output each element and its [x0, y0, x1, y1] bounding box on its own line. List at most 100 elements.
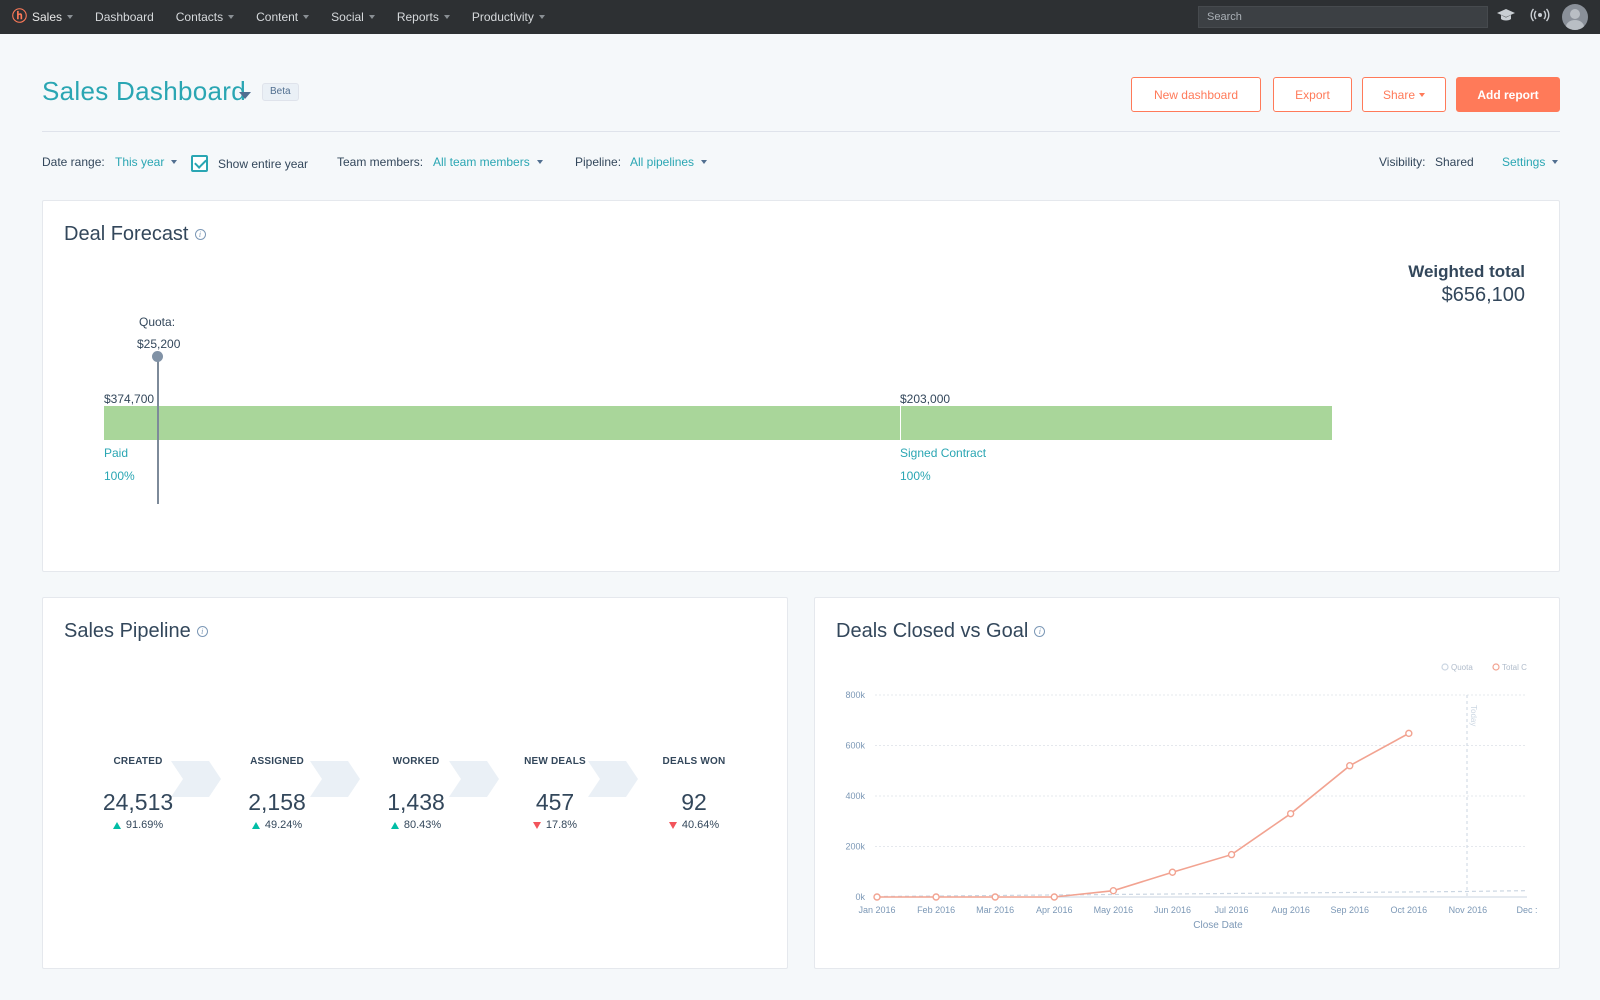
stage-change-value: 80.43%	[403, 819, 442, 831]
avatar[interactable]	[1562, 4, 1588, 30]
data-point[interactable]	[1109, 886, 1118, 895]
segment-probability: 100%	[104, 469, 135, 483]
sales-pipeline-title: Sales Pipeline i	[64, 620, 208, 643]
nav-dashboard[interactable]: Dashboard	[95, 10, 154, 24]
show-entire-year-label[interactable]: Show entire year	[218, 157, 309, 171]
quota-label: Quota:	[139, 315, 176, 329]
x-tick-label: May 2016	[1094, 905, 1134, 915]
legend-marker	[1441, 663, 1449, 671]
team-members-label: Team members:	[337, 155, 424, 169]
info-icon[interactable]: i	[1034, 626, 1046, 637]
forecast-bar-signed-contract[interactable]	[900, 406, 1332, 440]
new-dashboard-button[interactable]: New dashboard	[1131, 77, 1261, 112]
chevron-down-icon	[443, 15, 450, 19]
chevron-down-icon	[1419, 92, 1426, 97]
legend-label[interactable]: Total C	[1502, 663, 1527, 672]
data-point[interactable]	[1405, 729, 1413, 738]
data-point[interactable]	[1050, 893, 1058, 901]
pipeline-stage[interactable]: NEW DEALS 457 17.8%	[500, 756, 610, 831]
stage-change: 80.43%	[361, 819, 471, 831]
team-members-dropdown[interactable]: All team members	[433, 155, 543, 169]
info-icon[interactable]: i	[194, 229, 206, 240]
forecast-bar-paid[interactable]	[104, 406, 900, 440]
data-point[interactable]	[1227, 850, 1236, 859]
stage-name: NEW DEALS	[524, 756, 586, 767]
x-tick-label: Sep 2016	[1330, 905, 1369, 915]
data-point[interactable]	[1168, 868, 1177, 876]
x-axis-label: Close Date	[1193, 920, 1243, 931]
pipeline-stage[interactable]: CREATED 24,513 91.69%	[83, 756, 193, 831]
info-icon[interactable]: i	[196, 626, 208, 637]
nav-social[interactable]: Social	[331, 10, 375, 24]
nav-label: Content	[256, 10, 299, 24]
pipeline-stage[interactable]: WORKED 1,438 80.43%	[361, 756, 471, 831]
stage-change: 17.8%	[500, 819, 610, 831]
legend-label[interactable]: Quota	[1451, 663, 1473, 672]
y-tick-label: 600k	[845, 741, 865, 751]
x-tick-label: Jan 2016	[858, 905, 895, 915]
stage-value: 457	[535, 789, 575, 815]
pipeline-stage[interactable]: ASSIGNED 2,158 49.24%	[222, 756, 332, 831]
data-point[interactable]	[932, 893, 940, 901]
page-title[interactable]: Sales Dashboard	[42, 76, 246, 106]
stage-name: ASSIGNED	[250, 756, 304, 767]
chevron-down-icon	[538, 15, 545, 19]
pipeline-dropdown[interactable]: All pipelines	[630, 155, 708, 169]
trend-up-icon	[390, 821, 399, 829]
nav-label: Reports	[396, 10, 439, 24]
y-tick-label: 800k	[845, 690, 865, 700]
quota-marker-line	[157, 356, 159, 504]
settings-dropdown[interactable]: Settings	[1502, 155, 1559, 169]
chevron-down-icon	[701, 160, 708, 164]
header-divider	[42, 131, 1560, 132]
deals-closed-chart[interactable]: 0k 200k 400k 600k 800k Jan 2016 Feb 2016 Mar 20…	[815, 598, 1561, 970]
pipeline-label: Pipeline:	[575, 155, 622, 169]
brand-label: Sales	[32, 10, 63, 24]
chevron-down-icon	[303, 15, 310, 19]
x-tick-label: Jul 2016	[1215, 905, 1249, 915]
nav-label: Contacts	[175, 10, 224, 24]
brand-menu[interactable]: ⓗ Sales	[12, 9, 74, 25]
show-entire-year-checkbox[interactable]	[191, 155, 208, 172]
trend-down-icon	[668, 821, 677, 829]
data-point[interactable]	[1286, 809, 1295, 818]
academy-icon[interactable]	[1496, 7, 1516, 27]
stage-change-value: 91.69%	[125, 819, 164, 831]
chevron-down-icon	[67, 15, 74, 19]
export-button[interactable]: Export	[1273, 77, 1352, 112]
share-button[interactable]: Share	[1362, 77, 1446, 112]
nav-productivity[interactable]: Productivity	[472, 10, 545, 24]
chevron-down-icon	[228, 15, 235, 19]
data-point[interactable]	[873, 893, 881, 901]
date-range-dropdown[interactable]: This year	[115, 155, 178, 169]
nav-contacts[interactable]: Contacts	[175, 10, 235, 24]
weighted-total-label: Weighted total	[1408, 262, 1525, 281]
chevron-down-icon	[536, 160, 543, 164]
data-point[interactable]	[991, 893, 999, 901]
y-tick-label: 400k	[845, 791, 865, 801]
card-title-text: Deals Closed vs Goal	[836, 620, 1029, 642]
segment-stage[interactable]: Signed Contract	[900, 446, 987, 460]
stage-name: WORKED	[392, 756, 440, 767]
add-report-button[interactable]: Add report	[1456, 77, 1560, 112]
nav-reports[interactable]: Reports	[397, 10, 450, 24]
chevron-down-icon	[171, 160, 178, 164]
data-point[interactable]	[1346, 761, 1354, 770]
legend-marker	[1492, 663, 1500, 671]
stage-value: 2,158	[248, 789, 306, 815]
stage-value: 1,438	[387, 789, 445, 815]
team-members-value: All team members	[433, 155, 530, 169]
notifications-icon[interactable]	[1530, 7, 1550, 27]
y-tick-label: 0k	[855, 892, 865, 902]
stage-change-value: 40.64%	[681, 819, 720, 831]
segment-stage[interactable]: Paid	[104, 446, 129, 460]
search-input[interactable]	[1198, 6, 1488, 28]
x-tick-label: Apr 2016	[1036, 905, 1073, 915]
sales-pipeline-card: Sales Pipeline i CREATED 24,513 91.69% AS…	[42, 597, 788, 969]
pipeline-arrow-icon	[171, 761, 221, 797]
x-tick-label: Oct 2016	[1391, 905, 1428, 915]
pipeline-stage[interactable]: DEALS WON 92 40.64%	[639, 756, 749, 831]
nav-content[interactable]: Content	[256, 10, 310, 24]
quota-marker-dot[interactable]	[152, 351, 163, 362]
dashboard-switcher-chevron-icon[interactable]	[239, 92, 251, 99]
